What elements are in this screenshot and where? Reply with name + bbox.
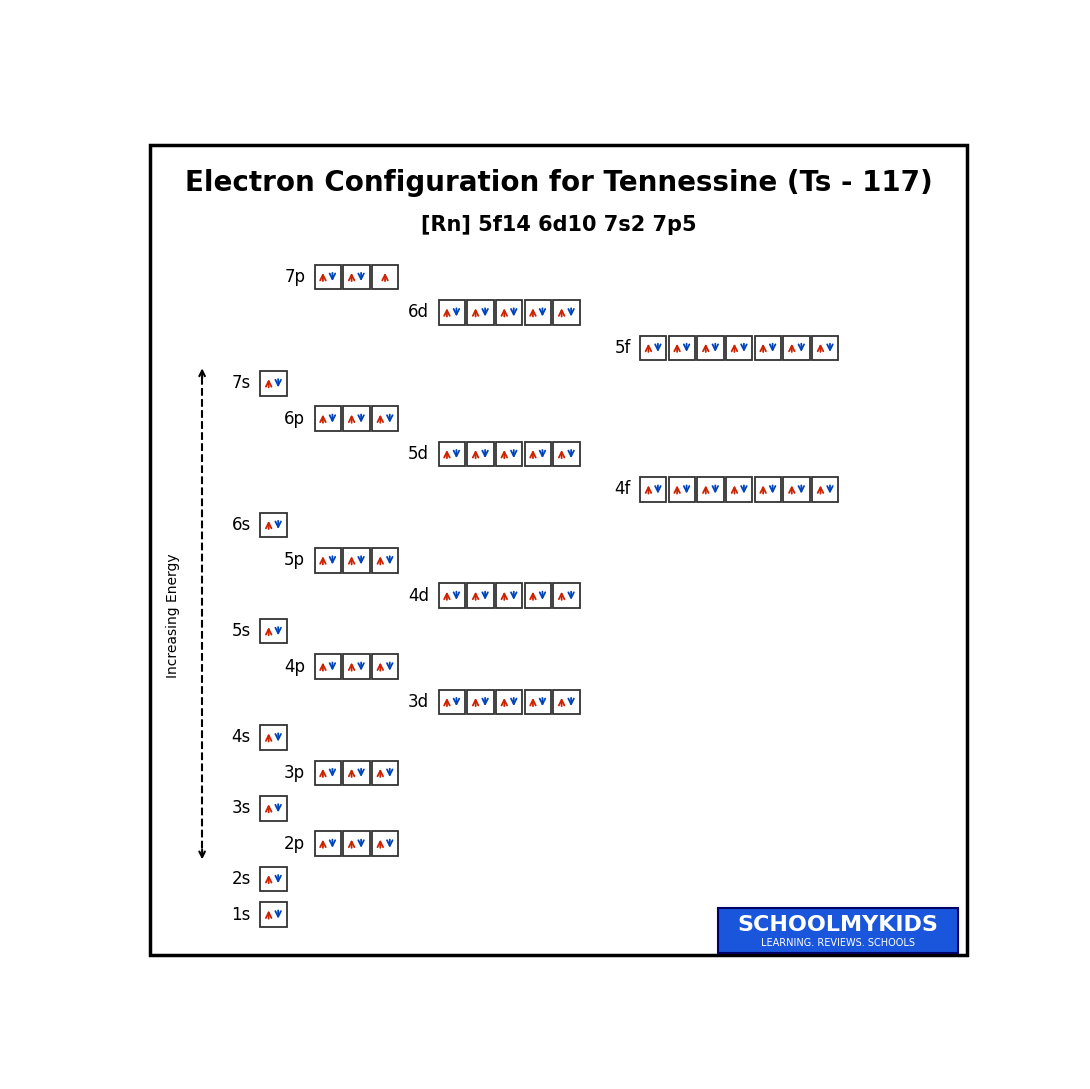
Text: 6d: 6d bbox=[408, 304, 429, 321]
Text: 2p: 2p bbox=[284, 834, 305, 853]
Text: 6s: 6s bbox=[232, 516, 251, 534]
Bar bbox=[668, 477, 695, 502]
Bar bbox=[261, 902, 287, 927]
Bar bbox=[524, 689, 550, 714]
Bar bbox=[343, 654, 370, 678]
Bar bbox=[668, 335, 695, 360]
Bar bbox=[372, 654, 398, 678]
Text: Increasing Energy: Increasing Energy bbox=[166, 553, 180, 678]
Bar bbox=[261, 867, 287, 892]
Bar bbox=[343, 406, 370, 431]
Bar bbox=[554, 584, 580, 608]
Text: 5p: 5p bbox=[284, 551, 305, 570]
Bar bbox=[315, 831, 341, 856]
Bar bbox=[343, 265, 370, 290]
Text: 3p: 3p bbox=[284, 763, 305, 782]
Bar bbox=[372, 831, 398, 856]
Bar bbox=[372, 548, 398, 573]
Text: 4p: 4p bbox=[284, 658, 305, 675]
Bar bbox=[554, 301, 580, 325]
Bar bbox=[261, 619, 287, 644]
Text: Electron Configuration for Tennessine (Ts - 117): Electron Configuration for Tennessine (T… bbox=[184, 169, 933, 197]
Bar bbox=[496, 689, 522, 714]
Bar bbox=[812, 335, 838, 360]
Text: [Rn] 5f14 6d10 7s2 7p5: [Rn] 5f14 6d10 7s2 7p5 bbox=[421, 215, 697, 234]
Bar bbox=[726, 477, 752, 502]
Bar bbox=[468, 584, 494, 608]
Text: SCHOOLMYKIDS: SCHOOLMYKIDS bbox=[737, 916, 938, 935]
Bar bbox=[640, 477, 666, 502]
Bar bbox=[698, 335, 724, 360]
Bar bbox=[468, 689, 494, 714]
Bar bbox=[554, 442, 580, 466]
Bar bbox=[343, 548, 370, 573]
Bar bbox=[372, 760, 398, 785]
Text: 5d: 5d bbox=[408, 445, 429, 463]
Bar bbox=[717, 908, 958, 953]
Bar bbox=[754, 477, 782, 502]
Bar bbox=[315, 654, 341, 678]
Bar bbox=[640, 335, 666, 360]
Bar bbox=[468, 442, 494, 466]
Bar bbox=[343, 760, 370, 785]
Text: 7s: 7s bbox=[232, 375, 251, 392]
Text: 1s: 1s bbox=[231, 906, 251, 923]
Bar bbox=[343, 831, 370, 856]
Text: 7p: 7p bbox=[284, 268, 305, 286]
Text: 3s: 3s bbox=[231, 799, 251, 817]
Text: 5f: 5f bbox=[615, 339, 631, 357]
Bar bbox=[754, 335, 782, 360]
Bar bbox=[261, 513, 287, 537]
Text: 4d: 4d bbox=[408, 587, 429, 604]
Bar bbox=[372, 265, 398, 290]
Bar bbox=[524, 442, 550, 466]
Text: LEARNING. REVIEWS. SCHOOLS: LEARNING. REVIEWS. SCHOOLS bbox=[761, 939, 915, 949]
Bar bbox=[784, 477, 810, 502]
Bar bbox=[784, 335, 810, 360]
Bar bbox=[698, 477, 724, 502]
Text: 5s: 5s bbox=[232, 622, 251, 640]
Bar bbox=[261, 725, 287, 749]
Bar bbox=[438, 584, 464, 608]
Bar bbox=[524, 301, 550, 325]
Bar bbox=[496, 442, 522, 466]
Bar bbox=[372, 406, 398, 431]
Bar bbox=[468, 301, 494, 325]
Bar bbox=[496, 584, 522, 608]
Bar bbox=[554, 689, 580, 714]
Bar bbox=[315, 760, 341, 785]
Bar bbox=[315, 265, 341, 290]
Text: 6p: 6p bbox=[284, 409, 305, 428]
Bar bbox=[726, 335, 752, 360]
Bar bbox=[261, 371, 287, 395]
Text: 3d: 3d bbox=[408, 693, 429, 711]
Bar bbox=[438, 301, 464, 325]
Bar bbox=[496, 301, 522, 325]
Text: 4f: 4f bbox=[615, 480, 631, 499]
Bar bbox=[438, 442, 464, 466]
Bar bbox=[524, 584, 550, 608]
Bar bbox=[315, 406, 341, 431]
Text: 2s: 2s bbox=[231, 870, 251, 889]
Bar bbox=[438, 689, 464, 714]
Text: 4s: 4s bbox=[232, 729, 251, 746]
Bar bbox=[812, 477, 838, 502]
Bar bbox=[315, 548, 341, 573]
Bar bbox=[261, 796, 287, 821]
